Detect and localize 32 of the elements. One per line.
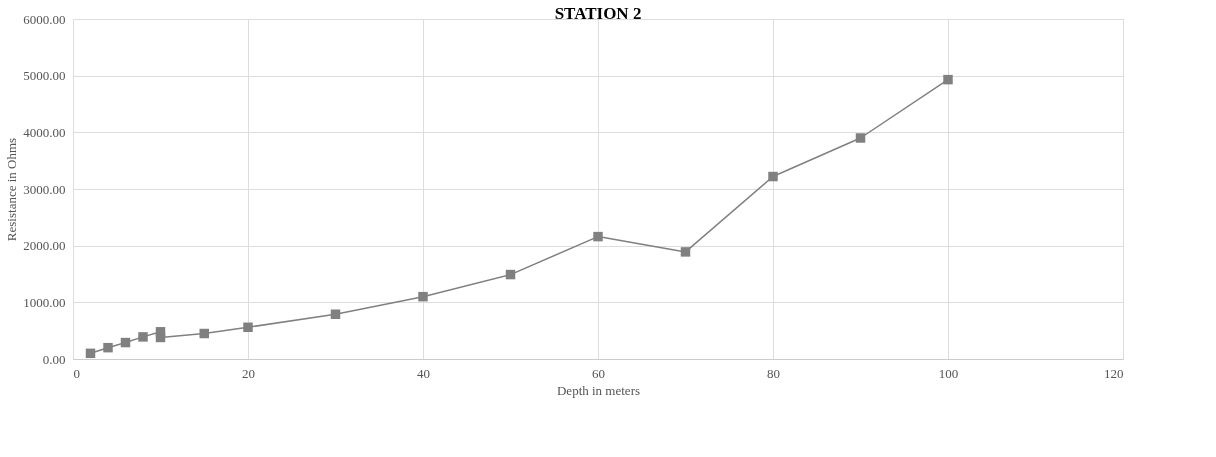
x-axis-title: Depth in meters	[556, 382, 641, 398]
y-tick-label: 1000.00	[23, 294, 66, 310]
point	[418, 291, 428, 302]
point	[593, 231, 603, 242]
point	[680, 247, 691, 257]
x-tick-label: 40	[417, 365, 430, 381]
point	[768, 171, 778, 182]
point	[138, 332, 148, 342]
y-tick-label: 6000.00	[23, 11, 66, 27]
x-tick-label: 100	[938, 365, 959, 381]
y-tick-label: 5000.00	[23, 68, 66, 84]
x-tick-label: 20	[242, 365, 255, 381]
point	[243, 322, 253, 333]
x-tick-label: 120	[1104, 365, 1124, 381]
point	[943, 74, 953, 85]
point	[199, 328, 209, 339]
y-tick-label: 0.00	[42, 351, 66, 367]
chart-title: STATION 2	[554, 4, 642, 23]
point	[505, 269, 516, 280]
point	[120, 337, 131, 348]
x-tick-label: 0	[73, 365, 80, 381]
point	[85, 348, 96, 359]
y-tick-label: 4000.00	[23, 124, 66, 140]
x-tick-label: 60	[592, 365, 605, 381]
point	[330, 309, 341, 319]
point	[155, 332, 166, 343]
y-tick-label: 2000.00	[23, 238, 66, 254]
point	[103, 342, 113, 353]
y-axis-title: Resistance in Ohms	[4, 137, 20, 242]
point	[855, 133, 866, 143]
x-tick-label: 80	[767, 365, 780, 381]
y-tick-label: 3000.00	[23, 181, 66, 197]
